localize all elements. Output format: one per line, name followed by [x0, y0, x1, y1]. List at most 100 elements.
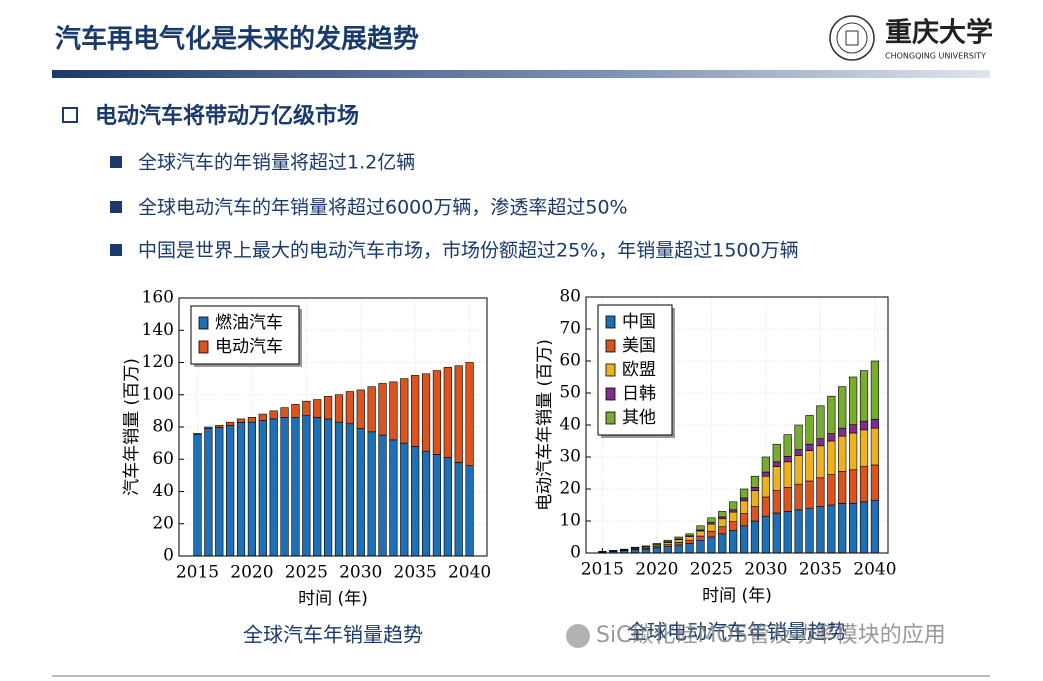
- bar-segment: [247, 417, 257, 423]
- legend-swatch: [605, 363, 616, 377]
- bar-segment: [367, 386, 376, 433]
- y-tick-label: 30: [559, 447, 581, 467]
- bar-segment: [859, 429, 869, 467]
- legend: [190, 305, 300, 365]
- bar-segment: [685, 536, 694, 541]
- y-tick-label: 20: [559, 479, 581, 499]
- bar-segment: [816, 405, 825, 440]
- bar-segment: [816, 477, 825, 507]
- logo: [829, 15, 875, 61]
- legend-label: 其他: [622, 408, 656, 428]
- bar-segment: [432, 454, 442, 557]
- bar-segment: [356, 428, 365, 557]
- y-tick-label: 80: [152, 417, 174, 437]
- watermark-text: SiC碳化硅MOS管及功率模块的应用: [596, 623, 946, 648]
- bar-segment: [827, 474, 836, 506]
- bar-segment: [696, 539, 705, 554]
- bar-segment: [400, 378, 409, 444]
- bar-segment: [707, 536, 716, 554]
- bar-segment: [848, 469, 858, 504]
- bar-segment: [750, 506, 760, 522]
- bar-segment: [663, 539, 672, 543]
- bullet-marker: [110, 244, 122, 256]
- y-tick-label: 160: [142, 288, 174, 308]
- axes-frame: [178, 297, 488, 557]
- x-tick-label: 2035: [799, 560, 842, 580]
- slide-title: 汽车再电气化是未来的发展趋势: [55, 24, 419, 55]
- bar-segment: [400, 442, 409, 557]
- bar-segment: [859, 370, 869, 422]
- x-tick-label: 2020: [635, 560, 678, 580]
- bar-segment: [838, 471, 847, 504]
- bar-segment: [859, 420, 869, 431]
- bar-segment: [794, 424, 803, 450]
- bar-segment: [674, 536, 683, 540]
- legend-label: 电动汽车: [215, 337, 283, 357]
- legend-label: 中国: [622, 312, 656, 332]
- bar-segment: [454, 462, 463, 557]
- section-marker: [62, 107, 78, 123]
- bar-segment: [215, 427, 224, 557]
- bar-segment: [729, 501, 738, 511]
- bar-segment: [421, 373, 431, 452]
- bar-segment: [859, 501, 869, 554]
- bar-segment: [378, 434, 387, 557]
- bar-segment: [334, 421, 344, 557]
- bar-segment: [674, 539, 683, 543]
- bar-segment: [236, 422, 246, 557]
- bar-segment: [718, 511, 727, 518]
- x-tick-label: 2030: [339, 563, 382, 583]
- bar-segment: [291, 417, 300, 557]
- bar-segment: [226, 425, 235, 557]
- bar-segment: [794, 509, 803, 554]
- bar-segment: [761, 515, 771, 554]
- y-tick-label: 100: [142, 384, 174, 404]
- bar-segment: [772, 443, 781, 463]
- bullet-marker: [110, 201, 122, 213]
- bar-segment: [226, 421, 235, 426]
- bar-segment: [411, 446, 420, 557]
- bar-segment: [739, 525, 749, 554]
- bullet: 全球电动汽车的年销量将超过6000万辆，渗透率超过50%: [138, 197, 628, 219]
- bar-segment: [718, 526, 727, 535]
- bar-segment: [663, 542, 672, 545]
- bar-segment: [652, 543, 661, 545]
- bar-segment: [827, 395, 836, 434]
- bar-segment: [323, 418, 333, 557]
- bar-segment: [816, 445, 825, 479]
- bar-segment: [236, 418, 246, 423]
- bar-segment: [750, 490, 760, 507]
- chart-caption: 全球电动汽车年销量趋势: [627, 620, 847, 644]
- y-tick-label: 0: [163, 546, 174, 566]
- bullet: 全球汽车的年销量将超过1.2亿辆: [138, 152, 415, 174]
- x-tick-label: 2040: [448, 563, 491, 583]
- bar-segment: [750, 475, 760, 488]
- bar-segment: [215, 425, 224, 428]
- y-tick-label: 40: [152, 481, 174, 501]
- bar-segment: [345, 423, 354, 557]
- bar-segment: [313, 399, 322, 418]
- bar-segment: [729, 511, 738, 522]
- x-tick-label: 2015: [581, 560, 624, 580]
- bar-segment: [674, 544, 683, 554]
- bar-segment: [783, 487, 792, 512]
- bullet-marker: [110, 156, 122, 168]
- x-tick-label: 2030: [744, 560, 787, 580]
- bar-segment: [204, 427, 213, 557]
- bar-segment: [794, 483, 803, 511]
- bar-segment: [696, 535, 705, 541]
- bar-segment: [465, 465, 474, 557]
- bar-segment: [718, 533, 727, 554]
- bar-segment: [794, 455, 803, 485]
- bar-segment: [718, 518, 727, 528]
- legend-label: 美国: [622, 336, 656, 356]
- bar-segment: [783, 461, 792, 488]
- bar-segment: [870, 418, 880, 429]
- x-tick-label: 2015: [176, 563, 219, 583]
- x-axis-label: 时间 (年): [702, 586, 772, 606]
- y-tick-label: 60: [152, 449, 174, 469]
- y-tick-label: 60: [559, 351, 581, 371]
